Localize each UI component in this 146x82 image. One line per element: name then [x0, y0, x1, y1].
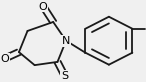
- Text: O: O: [39, 1, 48, 11]
- Text: N: N: [62, 36, 70, 46]
- Text: O: O: [0, 54, 9, 64]
- Text: S: S: [61, 71, 68, 81]
